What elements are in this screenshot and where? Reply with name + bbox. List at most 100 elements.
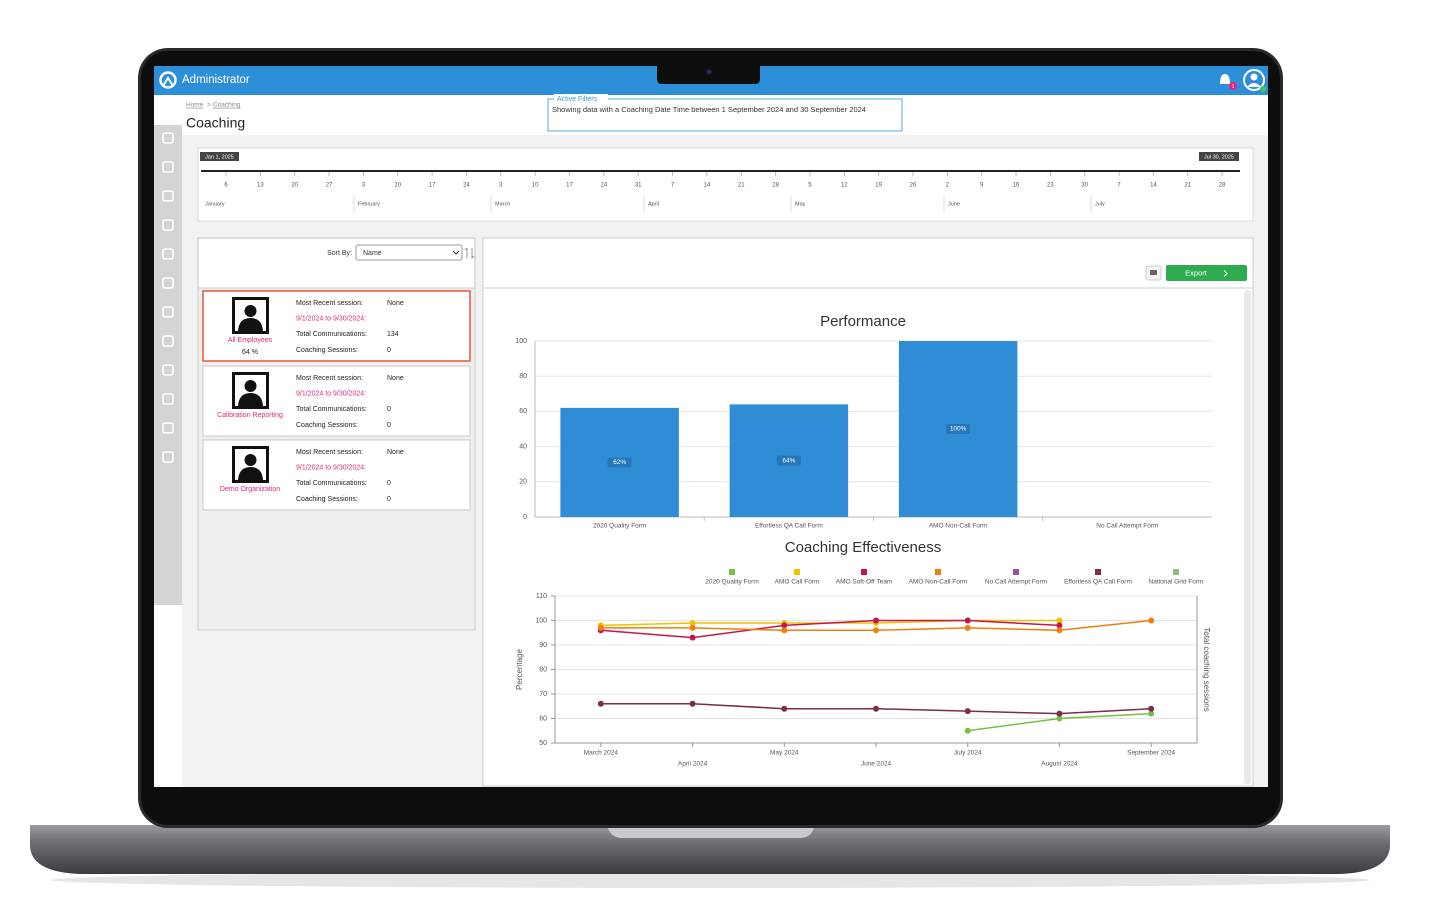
sidebar-icon[interactable] — [162, 161, 174, 173]
legend-swatch[interactable] — [861, 569, 867, 575]
sidebar-icons — [162, 132, 174, 463]
timeline-day: 27 — [326, 183, 333, 189]
series-point — [1056, 622, 1063, 629]
timeline-day: 28 — [1219, 183, 1226, 189]
value-label: 62% — [613, 459, 626, 466]
timeline-start-box[interactable] — [200, 152, 239, 161]
legend-label[interactable]: 2020 Quality Form — [705, 579, 758, 586]
page-title: Coaching — [186, 115, 245, 131]
y-tick-label: 100 — [515, 338, 527, 345]
timeline-day: 16 — [1013, 183, 1020, 189]
logo — [159, 71, 177, 89]
y-tick-label: 110 — [536, 593, 547, 600]
sidebar-icon[interactable] — [162, 277, 174, 289]
legend-swatch[interactable] — [935, 569, 941, 575]
timeline-day: 12 — [841, 183, 848, 189]
timeline-month: June — [948, 201, 960, 207]
avatar-body — [238, 318, 263, 331]
legend-label[interactable]: AMO Soft-Off Team — [836, 579, 892, 586]
sidebar-icon[interactable] — [162, 335, 174, 347]
timeline-end: Jul 30, 2025 — [1204, 154, 1234, 160]
scrollbar[interactable] — [1244, 290, 1251, 784]
legend-swatch[interactable] — [1095, 569, 1101, 575]
y-tick-label: 60 — [519, 408, 527, 415]
notification-count: 1 — [1232, 84, 1235, 90]
x-tick-label: 2020 Quality Form — [593, 523, 646, 530]
value-label-bg — [946, 424, 971, 434]
select-arrow — [452, 250, 460, 255]
timeline-day: 30 — [1081, 183, 1088, 189]
legend-label[interactable]: National Grid Form — [1149, 579, 1204, 586]
timeline-day: 23 — [1047, 183, 1054, 189]
breadcrumb-home[interactable]: Home — [186, 102, 204, 109]
series-point — [689, 700, 696, 707]
card-name[interactable]: All Employees — [228, 337, 273, 344]
card-field-label: Most Recent session: — [296, 300, 363, 307]
sidebar-icon[interactable] — [162, 306, 174, 318]
y-tick-label: 80 — [539, 666, 547, 673]
x-tick-label: July 2024 — [954, 750, 982, 757]
card-field-value: 0 — [387, 406, 391, 413]
card-name[interactable]: Calibration Reporting — [217, 412, 283, 419]
sort-select[interactable] — [355, 244, 463, 261]
export-button[interactable] — [1166, 265, 1247, 281]
card-name[interactable]: Demo Organization — [220, 486, 280, 493]
chart-title: Coaching Effectiveness — [785, 539, 941, 556]
card-field-label: 9/1/2024 to 9/30/2024: — [296, 316, 366, 323]
card-field-label: Coaching Sessions: — [296, 422, 358, 429]
timeline-day: 13 — [257, 183, 264, 189]
legend-label[interactable]: AMO Non-Call Form — [909, 579, 968, 586]
timeline-day: 14 — [704, 183, 711, 189]
card-field-value: None — [387, 300, 404, 307]
sidebar-icon[interactable] — [162, 190, 174, 202]
avatar-head — [244, 380, 257, 392]
base-notch — [607, 825, 815, 838]
breadcrumb-current[interactable]: Coaching — [213, 102, 241, 109]
series-point — [1056, 710, 1063, 717]
legend-label[interactable]: Effortless QA Call Form — [1064, 579, 1132, 586]
card-field-label: Most Recent session: — [296, 449, 363, 456]
x-tick-label: May 2024 — [770, 750, 799, 757]
series-point — [964, 617, 971, 624]
sidebar-icon[interactable] — [162, 364, 174, 376]
legend-swatch[interactable] — [729, 569, 735, 575]
timeline-panel — [197, 147, 1254, 222]
card-field-value: 134 — [387, 331, 399, 338]
timeline-day: 3 — [362, 183, 366, 189]
sidebar-icon[interactable] — [162, 248, 174, 260]
timeline-day: 17 — [566, 183, 573, 189]
value-label-bg — [776, 455, 801, 466]
timeline-end-box[interactable] — [1199, 152, 1239, 161]
card-field-label: Coaching Sessions: — [296, 347, 358, 354]
card-field-label: 9/1/2024 to 9/30/2024: — [296, 391, 366, 398]
series-point — [1148, 617, 1155, 624]
value-label: 64% — [782, 457, 795, 464]
x-tick-label: June 2024 — [861, 761, 892, 768]
y-tick-label: 40 — [519, 443, 527, 450]
card-field-label: Coaching Sessions: — [296, 496, 358, 503]
filter-legend-bg — [554, 94, 608, 103]
series-point — [781, 627, 788, 634]
series-point — [781, 622, 788, 629]
sidebar-icon[interactable] — [162, 451, 174, 463]
legend-label[interactable]: AMO Call Form — [775, 579, 820, 586]
sidebar-icon[interactable] — [162, 132, 174, 144]
sidebar-icon[interactable] — [162, 393, 174, 405]
series-point — [781, 705, 788, 712]
sort-order-icon[interactable] — [464, 247, 475, 260]
x-tick-label: AMO Non-Call Form — [929, 523, 988, 530]
avatar-head — [244, 454, 257, 466]
legend-label[interactable]: No Call Attempt Form — [985, 579, 1047, 586]
card-field-label: Total Communications: — [296, 480, 367, 487]
timeline-scale: 6 13 20 27 3 10 17 24 3 10 17 24 31 7 14 21 28 5 12 19 26 2 9 1… — [205, 172, 1226, 212]
sidebar-icon[interactable] — [162, 219, 174, 231]
legend-swatch[interactable] — [794, 569, 800, 575]
legend-swatch[interactable] — [1173, 569, 1179, 575]
legend-swatch[interactable] — [1013, 569, 1019, 575]
x-tick-label: April 2024 — [678, 761, 708, 768]
sidebar-icon[interactable] — [162, 422, 174, 434]
bell-icon[interactable] — [1220, 74, 1230, 84]
card-field-value: None — [387, 449, 404, 456]
card-field-label: Total Communications: — [296, 406, 367, 413]
